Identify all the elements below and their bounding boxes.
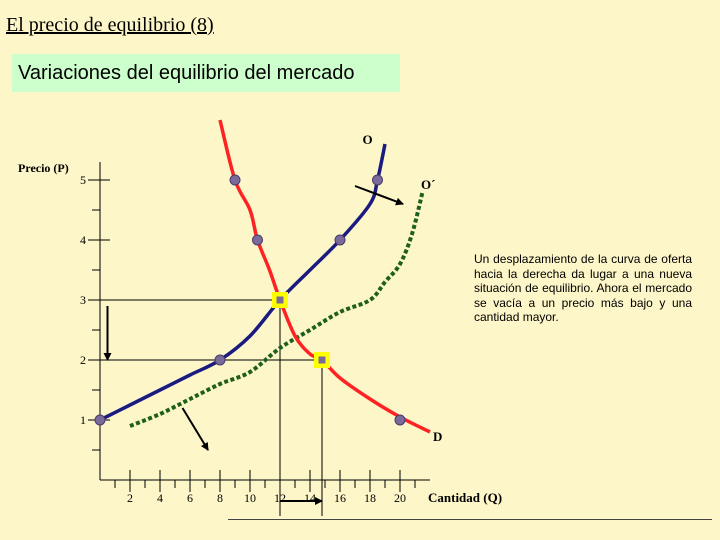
new-supply-curve [129,191,425,428]
shift-arrow [181,407,209,451]
supply-point [334,234,346,246]
y-tick-label: 1 [80,413,86,427]
x-tick-label: 6 [187,491,193,505]
y-tick-label: 4 [80,233,86,247]
x-tick-label: 20 [394,491,406,505]
x-tick-label: 14 [304,491,316,505]
equilibrium-marker-core [318,356,326,364]
demand-point [252,234,263,246]
y-tick-label: 2 [80,353,86,367]
slide-title: El precio de equilibrio (8) [6,14,214,36]
x-tick-label: 10 [244,491,256,505]
x-axis-title: Cantidad (Q) [428,490,502,505]
x-tick-label: 8 [217,491,223,505]
demand-point [394,414,406,426]
x-tick-label: 2 [127,491,133,505]
subtitle-box: Variaciones del equilibrio del mercado [12,54,400,92]
demand-curve [218,119,431,434]
demand-point [229,174,241,186]
y-tick-label: 3 [80,293,86,307]
shift-arrow [354,185,404,206]
explanation-text: Un desplazamiento de la curva de oferta … [474,252,692,325]
y-tick-label: 5 [80,173,86,187]
x-tick-label: 18 [364,491,376,505]
demand-label: D [433,429,442,444]
new-supply-label: O´ [421,177,435,192]
supply-point [372,174,383,186]
x-tick-label: 16 [334,491,346,505]
y-axis-title: Precio (P) [18,161,69,175]
supply-curve [99,143,387,422]
x-tick-label: 12 [274,491,286,505]
equilibrium-marker-core [276,296,284,304]
x-tick-label: 4 [157,491,163,505]
bottom-rule [228,519,712,520]
supply-label: O [363,132,373,147]
supply-point [94,414,106,426]
supply-point [214,354,226,366]
